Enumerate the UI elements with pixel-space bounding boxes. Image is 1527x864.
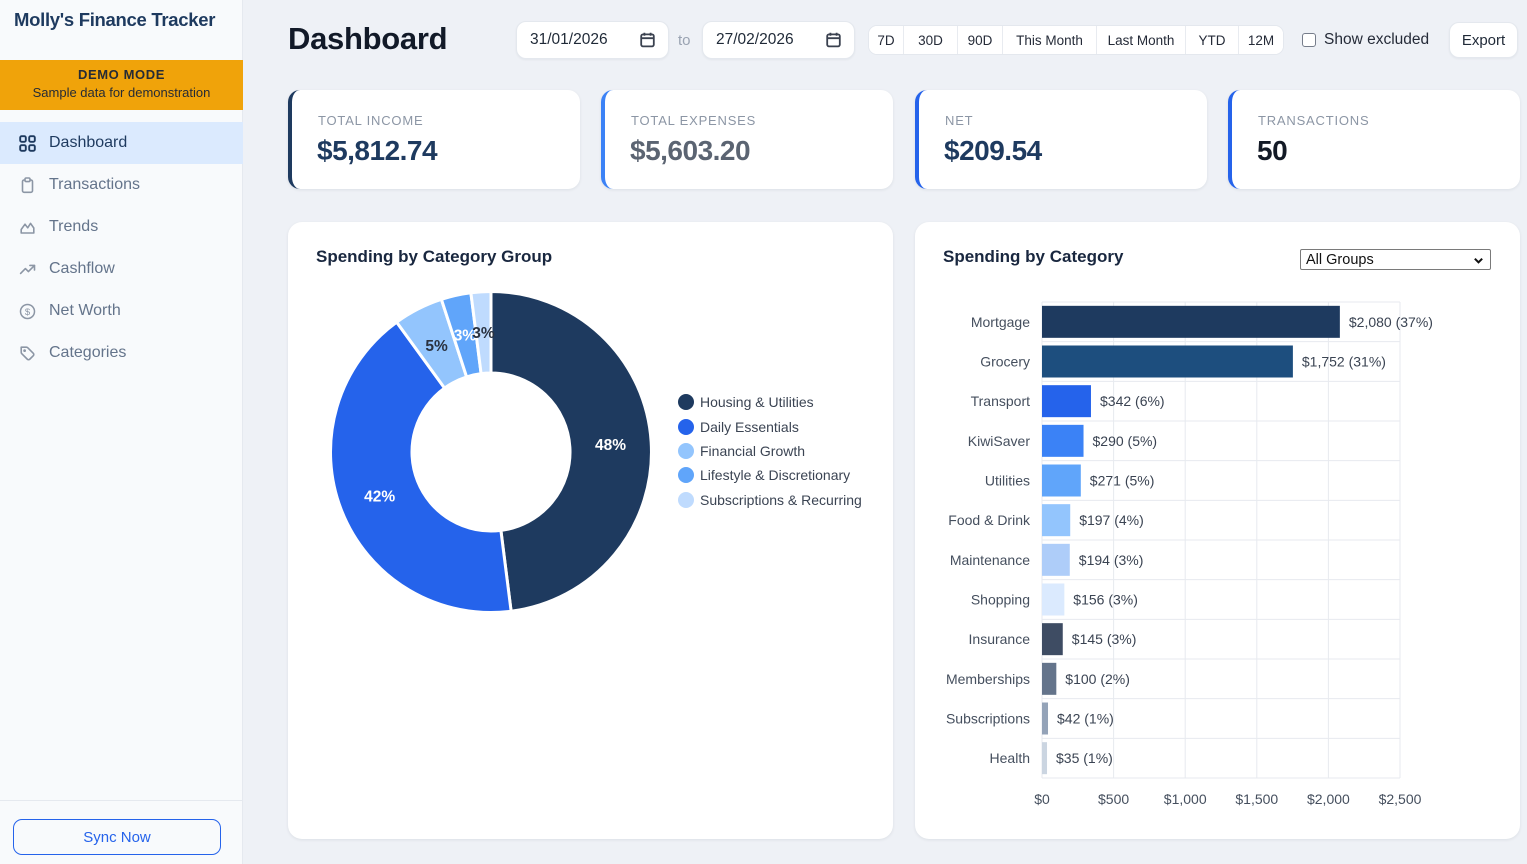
svg-text:KiwiSaver: KiwiSaver	[968, 433, 1031, 449]
svg-text:42%: 42%	[364, 489, 395, 506]
svg-text:$2,080 (37%): $2,080 (37%)	[1349, 314, 1433, 330]
svg-text:Food & Drink: Food & Drink	[948, 512, 1031, 528]
svg-text:$290 (5%): $290 (5%)	[1093, 433, 1158, 449]
svg-text:Subscriptions: Subscriptions	[946, 711, 1030, 727]
svg-text:$145 (3%): $145 (3%)	[1072, 631, 1137, 647]
svg-text:$42 (1%): $42 (1%)	[1057, 711, 1114, 727]
svg-text:Mortgage: Mortgage	[971, 314, 1030, 330]
svg-text:Utilities: Utilities	[985, 473, 1030, 489]
svg-text:Maintenance: Maintenance	[950, 552, 1030, 568]
svg-text:$342 (6%): $342 (6%)	[1100, 393, 1165, 409]
svg-text:$197 (4%): $197 (4%)	[1079, 512, 1144, 528]
svg-text:3%: 3%	[454, 328, 477, 345]
svg-text:$500: $500	[1098, 791, 1129, 807]
svg-text:$1,000: $1,000	[1164, 791, 1207, 807]
svg-text:5%: 5%	[425, 338, 448, 355]
svg-text:$35 (1%): $35 (1%)	[1056, 750, 1113, 766]
svg-text:48%: 48%	[595, 437, 626, 454]
svg-text:$2,000: $2,000	[1307, 791, 1350, 807]
svg-text:$1,752 (31%): $1,752 (31%)	[1302, 354, 1386, 370]
svg-text:$271 (5%): $271 (5%)	[1090, 473, 1155, 489]
svg-text:Grocery: Grocery	[980, 354, 1030, 370]
svg-text:$156 (3%): $156 (3%)	[1073, 592, 1138, 608]
svg-text:Memberships: Memberships	[946, 671, 1030, 687]
svg-text:$: $	[25, 306, 31, 317]
svg-text:$0: $0	[1034, 791, 1050, 807]
svg-text:Shopping: Shopping	[971, 592, 1030, 608]
svg-text:$1,500: $1,500	[1235, 791, 1278, 807]
svg-text:3%: 3%	[472, 325, 495, 342]
svg-text:Insurance: Insurance	[969, 631, 1031, 647]
svg-text:$194 (3%): $194 (3%)	[1079, 552, 1144, 568]
svg-text:Transport: Transport	[971, 393, 1031, 409]
svg-text:$2,500: $2,500	[1379, 791, 1422, 807]
svg-text:$100 (2%): $100 (2%)	[1065, 671, 1130, 687]
svg-text:Health: Health	[990, 750, 1030, 766]
